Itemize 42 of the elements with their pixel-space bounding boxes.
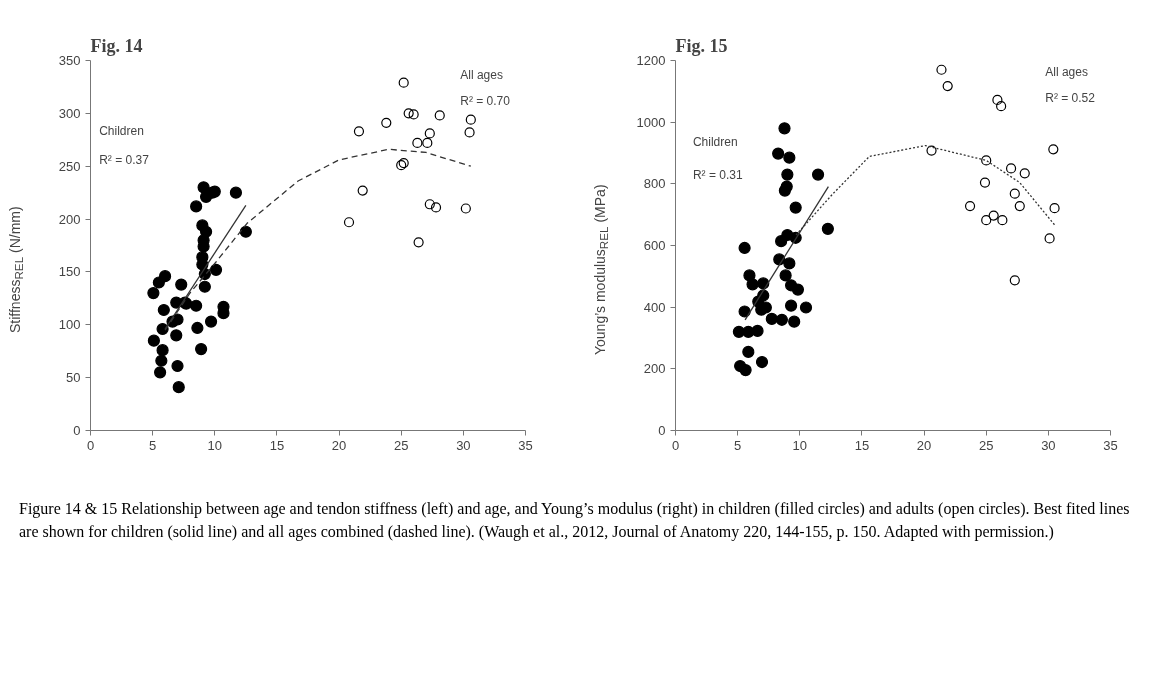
- x-tick-label: 0: [671, 437, 680, 453]
- x-tick-label: 25: [978, 437, 994, 453]
- x-tick-label: 15: [854, 437, 870, 453]
- annotation: R² = 0.31: [692, 168, 743, 183]
- annotation: All ages: [1045, 64, 1088, 79]
- y-tick-label: 0: [73, 423, 81, 438]
- y-tick-label: 100: [58, 317, 81, 333]
- annotation: Children: [99, 123, 144, 138]
- chart-title: Fig. 14: [90, 35, 143, 56]
- annotation: R² = 0.70: [460, 94, 511, 109]
- caption: Figure 14 & 15 Relationship between age and tendon stiffness (left) and age, and Young’s modulus (right) in children (filled circles) and adults (open circles). Best fited lines are shown for children (solid line) and all ages combined (dashed line). (Waugh et al., 2012, Journal of Anatomy 220, 144-155, p. 150. Adapted with permission.): [19, 499, 1131, 543]
- x-tick-label: 10: [792, 437, 808, 453]
- x-tick-label: 20: [331, 437, 347, 453]
- annotation: Children: [692, 134, 738, 149]
- x-tick-label: 5: [734, 437, 742, 453]
- annotation: All ages: [460, 68, 503, 83]
- y-tick-label: 600: [643, 238, 666, 253]
- x-tick-label: 20: [916, 437, 932, 453]
- x-tick-label: 0: [86, 437, 95, 453]
- y-tick-label: 150: [58, 264, 81, 280]
- x-tick-label: 15: [269, 437, 285, 453]
- x-tick-label: 35: [518, 437, 533, 453]
- y-tick-label: 350: [58, 53, 81, 68]
- x-tick-label: 30: [1041, 437, 1056, 453]
- y-tick-label: 200: [58, 211, 81, 227]
- x-tick-label: 35: [1103, 437, 1118, 453]
- y-tick-label: 400: [643, 299, 666, 315]
- y-tick-label: 300: [58, 105, 81, 121]
- x-tick-label: 5: [149, 437, 157, 453]
- x-tick-label: 25: [393, 437, 409, 453]
- y-tick-label: 50: [66, 370, 81, 386]
- y-tick-label: 800: [643, 176, 666, 192]
- chart-title: Fig. 15: [675, 35, 728, 56]
- annotation: R² = 0.37: [99, 153, 150, 168]
- annotation: R² = 0.52: [1045, 90, 1096, 105]
- x-tick-label: 30: [456, 437, 471, 453]
- y-tick-label: 1200: [636, 53, 666, 68]
- y-tick-label: 1000: [636, 114, 666, 130]
- x-tick-label: 10: [207, 437, 223, 453]
- y-tick-label: 0: [658, 423, 666, 438]
- y-tick-label: 250: [58, 158, 81, 174]
- y-tick-label: 200: [643, 361, 666, 377]
